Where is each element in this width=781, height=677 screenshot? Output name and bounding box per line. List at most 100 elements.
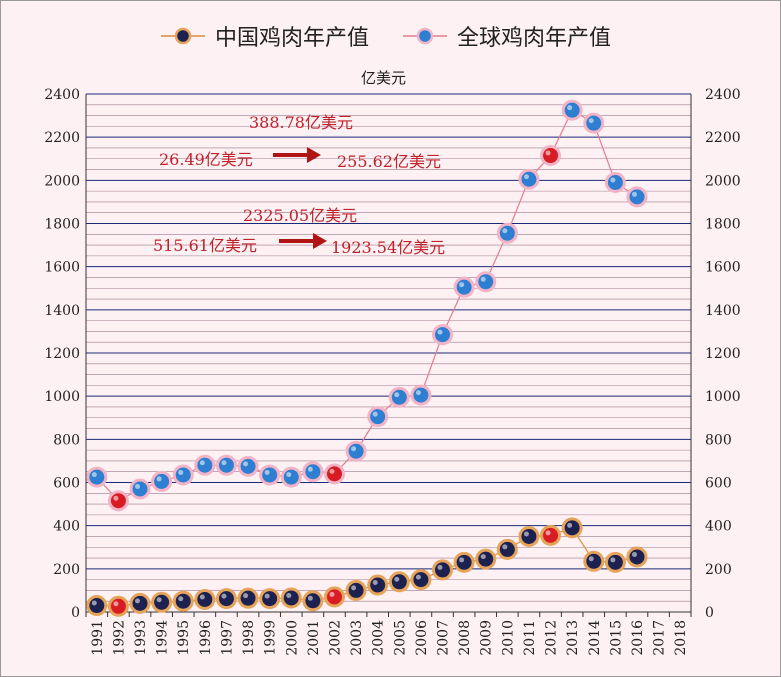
y-tick-label-right: 0 [705, 605, 714, 621]
data-point-global-2007 [432, 324, 454, 346]
data-point-highlight-dot [113, 495, 119, 501]
data-point-highlight-dot [437, 564, 443, 570]
data-point-china-2014 [583, 550, 605, 572]
x-tick-label: 2014 [587, 620, 603, 656]
data-point-highlight-dot [243, 593, 249, 599]
y-tick-label-right: 800 [705, 432, 732, 448]
data-point-highlight-dot [588, 556, 594, 562]
y-tick-label-left: 1200 [44, 346, 80, 362]
y-tick-label-left: 400 [53, 519, 80, 535]
data-point-global-2004 [367, 406, 389, 428]
y-tick-label-right: 200 [705, 562, 732, 578]
data-point-china-2002 [323, 586, 345, 608]
data-point-global-2010 [496, 222, 518, 244]
data-point-global-1994 [151, 470, 173, 492]
y-tick-label-left: 0 [71, 605, 80, 621]
data-point-highlight-dot [351, 446, 357, 452]
y-tick-label-right: 1800 [705, 217, 741, 233]
annotation-china-to: 255.62亿美元 [337, 152, 441, 171]
data-point-highlight-dot [631, 551, 637, 557]
x-tick-label: 1992 [111, 620, 127, 656]
data-point-highlight-dot [610, 557, 616, 563]
data-point-highlight-dot [91, 472, 97, 478]
data-point-highlight-dot [156, 476, 162, 482]
data-point-highlight-dot [307, 466, 313, 472]
data-point-global-1996 [194, 454, 216, 476]
data-point-highlight-dot [199, 594, 205, 600]
legend-china: 中国鸡肉年产值 [159, 19, 369, 53]
data-point-highlight-dot [286, 592, 292, 598]
y-tick-label-right: 400 [705, 519, 732, 535]
y-tick-label-right: 1200 [705, 346, 741, 362]
y-tick-label-left: 2000 [44, 173, 80, 189]
data-point-global-2001 [302, 461, 324, 483]
data-point-global-2016 [626, 186, 648, 208]
data-point-highlight-dot [135, 483, 141, 489]
data-point-highlight-dot [394, 392, 400, 398]
data-point-highlight-dot [178, 469, 184, 475]
data-point-china-1994 [151, 591, 173, 613]
data-point-china-2000 [280, 587, 302, 609]
y-tick-label-right: 1400 [705, 303, 741, 319]
data-point-highlight-dot [221, 593, 227, 599]
data-point-highlight-dot [415, 574, 421, 580]
data-point-highlight-dot [199, 460, 205, 466]
annotation-china-from: 26.49亿美元 [159, 150, 253, 169]
data-point-global-2008 [453, 276, 475, 298]
data-point-global-2011 [518, 168, 540, 190]
data-point-global-1998 [237, 455, 259, 477]
data-point-highlight-dot [459, 282, 465, 288]
legend-global-marker-icon [403, 27, 447, 45]
data-point-china-2006 [410, 569, 432, 591]
x-tick-label: 2002 [327, 620, 343, 656]
data-point-china-1995 [172, 590, 194, 612]
x-tick-label: 2013 [565, 620, 581, 656]
x-tick-label: 2005 [392, 620, 408, 656]
data-point-highlight-dot [264, 593, 270, 599]
data-point-highlight-dot [178, 596, 184, 602]
x-tick-label: 1996 [198, 620, 214, 656]
y-tick-label-right: 1600 [705, 260, 741, 276]
data-point-global-2015 [604, 171, 626, 193]
legend-china-marker-icon [161, 27, 205, 45]
data-point-china-1997 [215, 588, 237, 610]
x-tick-label: 2012 [544, 620, 560, 656]
data-point-highlight-dot [329, 468, 335, 474]
x-tick-label: 2000 [284, 620, 300, 656]
data-point-china-1991 [86, 595, 108, 617]
y-tick-label-right: 2200 [705, 130, 741, 146]
data-point-china-2012 [540, 524, 562, 546]
y-tick-label-left: 1400 [44, 303, 80, 319]
x-tick-label: 2004 [371, 620, 387, 656]
x-tick-label: 2007 [436, 620, 452, 656]
data-point-global-1992 [107, 490, 129, 512]
x-tick-label: 2010 [500, 620, 516, 656]
annotation-global-peak: 2325.05亿美元 [243, 206, 358, 225]
data-point-highlight-dot [415, 390, 421, 396]
legend-global: 全球鸡肉年产值 [401, 19, 611, 53]
y-tick-label-left: 1800 [44, 217, 80, 233]
data-point-highlight-dot [523, 174, 529, 180]
data-point-china-1996 [194, 588, 216, 610]
data-point-highlight-dot [329, 591, 335, 597]
y-tick-label-left: 200 [53, 562, 80, 578]
data-point-highlight-dot [502, 544, 508, 550]
annotation-china-peak: 388.78亿美元 [249, 113, 353, 132]
y-tick-label-right: 1000 [705, 389, 741, 405]
data-point-global-1993 [129, 478, 151, 500]
data-point-china-2005 [388, 571, 410, 593]
data-point-highlight-dot [372, 411, 378, 417]
data-point-global-1999 [259, 464, 281, 486]
legend-global-label: 全球鸡肉年产值 [457, 26, 612, 51]
x-tick-label: 2006 [414, 620, 430, 656]
data-point-highlight-dot [502, 228, 508, 234]
data-point-highlight-dot [135, 598, 141, 604]
data-point-highlight-dot [221, 460, 227, 466]
annotation-arrow-2-icon [279, 233, 327, 249]
data-point-global-1997 [215, 454, 237, 476]
x-tick-label: 2009 [479, 620, 495, 656]
data-point-highlight-dot [631, 191, 637, 197]
y-axis-unit-label: 亿美元 [361, 69, 407, 87]
